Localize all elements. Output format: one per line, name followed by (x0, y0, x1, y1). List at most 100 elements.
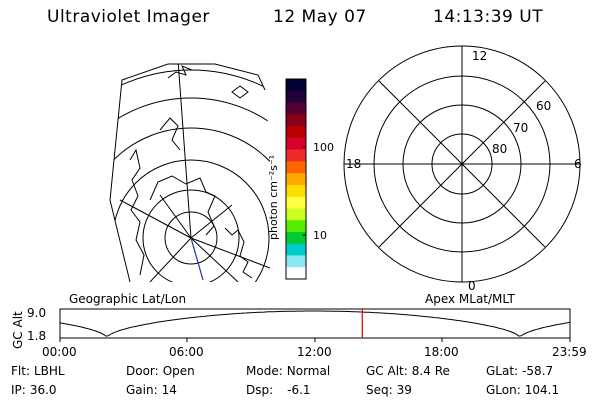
info-gain: Gain: 14 (126, 383, 177, 397)
map-lat-circle (164, 211, 218, 265)
info-flt: Flt: LBHL (11, 364, 65, 378)
map-coastline (224, 227, 253, 279)
info-dsp: Dsp: -6.1 (246, 383, 311, 397)
info-ip-value: 36.0 (29, 383, 57, 397)
map-meridian (190, 237, 239, 282)
timeline-right-title: Apex MLat/MLT (425, 292, 515, 306)
instrument-title: Ultraviolet Imager (47, 7, 210, 27)
mlt-label-18: 18 (346, 157, 361, 171)
timeline-frame (59, 308, 571, 339)
timeline-xtick-label-2359: 23:59 (552, 345, 587, 359)
info-flt-value: LBHL (33, 364, 65, 378)
map-ground-track (190, 237, 204, 281)
mlt-label-6: 6 (574, 157, 582, 171)
mlt-label-0: 0 (468, 279, 476, 293)
color-bar-tick-label-10: 10 (313, 229, 327, 242)
info-gcalt-label: GC Alt: (366, 364, 408, 378)
color-bar-cell (286, 267, 306, 280)
map-meridian (159, 194, 192, 239)
timeline-left-title: Geographic Lat/Lon (69, 292, 186, 306)
lat-label-70: 70 (513, 121, 528, 135)
polar-labels: 12 18 6 0 60 70 80 (346, 49, 582, 293)
color-bar-cell (286, 161, 306, 174)
map-edge (109, 79, 131, 283)
color-bar-cell (286, 173, 306, 186)
lat-label-60: 60 (536, 99, 551, 113)
color-bar-cell (286, 102, 306, 115)
info-door: Door: Open (126, 364, 195, 378)
info-glat-label: GLat: (486, 364, 519, 378)
info-gcalt-value: 8.4 Re (411, 364, 450, 378)
map-lat-circle (110, 97, 270, 282)
info-seq-label: Seq: (366, 383, 393, 397)
time-label: 14:13:39 UT (433, 7, 544, 27)
info-door-value: Open (162, 364, 195, 378)
color-bar-cell (286, 255, 306, 268)
info-flt-label: Flt: (11, 364, 30, 378)
color-bar-cell (286, 137, 306, 151)
map-coastline (167, 65, 193, 79)
map-edge (121, 63, 266, 91)
color-bar-cell (286, 220, 306, 233)
info-glon-label: GLon: (486, 383, 521, 397)
color-bar-cell (286, 149, 306, 162)
color-bar-cell (286, 184, 306, 198)
date-label: 12 May 07 (273, 7, 367, 27)
map-meridian (177, 64, 192, 239)
map-lat-circle (142, 189, 240, 282)
info-ip: IP: 36.0 (11, 383, 57, 397)
info-door-label: Door: (126, 364, 159, 378)
info-glon: GLon: 104.1 (486, 383, 559, 397)
info-glon-value: 104.1 (524, 383, 560, 397)
color-bar-cell (286, 231, 306, 245)
timeline-xtick-label-1800: 18:00 (424, 345, 459, 359)
color-bar-tick-label-100: 100 (313, 141, 334, 154)
timeline-xticks (59, 338, 571, 342)
lat-label-80: 80 (492, 142, 507, 156)
info-mode: Mode: Normal (246, 364, 330, 378)
info-dsp-label: Dsp: (246, 383, 274, 397)
info-gain-value: 14 (161, 383, 177, 397)
map-lat-circle (110, 127, 270, 282)
altitude-curve (59, 310, 571, 337)
polar-diagonal (378, 80, 546, 248)
color-bar-cell (286, 208, 306, 221)
map-meridian (119, 199, 192, 239)
timeline-ytick-label-9: 9.0 (27, 306, 46, 320)
map-coastline (129, 148, 145, 276)
info-glat-value: -58.7 (522, 364, 554, 378)
color-bar-cell (286, 90, 306, 104)
map-coastline (159, 117, 181, 151)
info-ip-label: IP: (11, 383, 26, 397)
timeline-xtick-label-0600: 06:00 (169, 345, 204, 359)
info-seq: Seq: 39 (366, 383, 412, 397)
map-meridian (149, 237, 192, 282)
geographic-map (109, 63, 270, 283)
info-seq-value: 39 (396, 383, 412, 397)
polar-plot (343, 45, 581, 283)
info-gcalt: GC Alt: 8.4 Re (366, 364, 450, 378)
timeline-xtick-label-1200: 12:00 (297, 345, 332, 359)
orbit-timeline: Geographic Lat/Lon Apex MLat/MLT GC Alt … (11, 292, 587, 359)
color-bar: 100 10 photon cm⁻²s⁻¹ (267, 78, 334, 280)
info-mode-label: Mode: (246, 364, 283, 378)
map-coastline (231, 85, 249, 99)
timeline-ytick-label-1: 1.8 (27, 329, 46, 343)
color-bar-cell (286, 243, 306, 257)
timeline-xtick-label-0000: 00:00 (42, 345, 77, 359)
color-bar-frame (285, 78, 307, 280)
map-meridian (190, 237, 270, 269)
color-bar-cell (286, 196, 306, 210)
info-mode-value: Normal (286, 364, 331, 378)
map-meridian (190, 204, 233, 239)
info-dsp-value: -6.1 (287, 383, 311, 397)
timeline-ylabel: GC Alt (11, 311, 25, 349)
color-bar-unit-label: photon cm⁻²s⁻¹ (267, 155, 280, 240)
color-bar-cell (286, 79, 306, 92)
color-bar-cell (286, 114, 306, 127)
map-coastline (149, 175, 216, 236)
mlt-label-12: 12 (472, 49, 487, 63)
color-bar-cell (286, 126, 306, 139)
info-glat: GLat: -58.7 (486, 364, 553, 378)
